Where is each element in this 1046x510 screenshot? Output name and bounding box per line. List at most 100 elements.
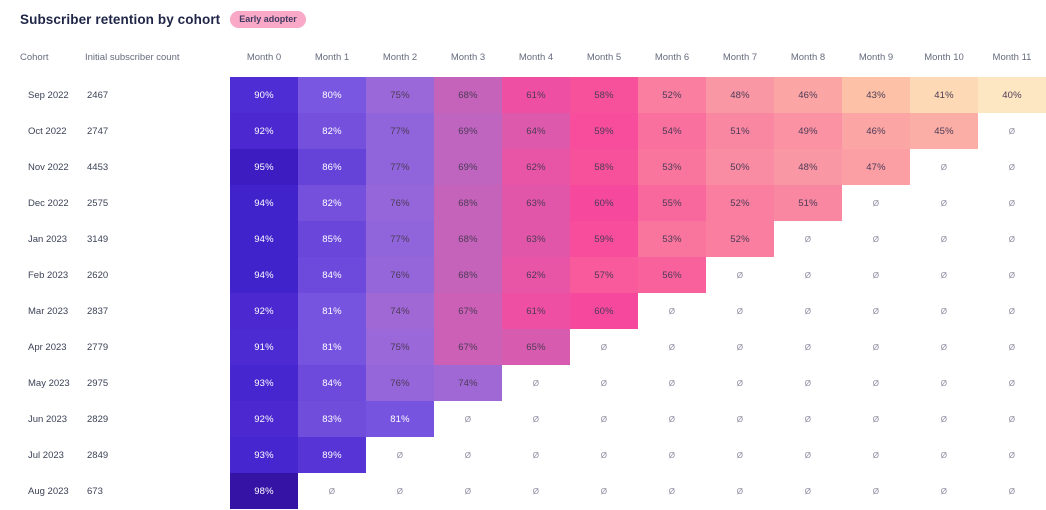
- heatmap-cell: 40%: [978, 77, 1046, 113]
- heatmap-cell: 94%: [230, 185, 298, 221]
- heatmap-cell-empty: Ø: [570, 437, 638, 473]
- row-spacer: [0, 473, 28, 509]
- heatmap-cell: 75%: [366, 77, 434, 113]
- heatmap-cell: 46%: [774, 77, 842, 113]
- heatmap-cell: 89%: [298, 437, 366, 473]
- heatmap-cell: 77%: [366, 149, 434, 185]
- column-header-month-2: Month 2: [382, 51, 418, 63]
- heatmap-cell: 95%: [230, 149, 298, 185]
- heatmap-cell-empty: Ø: [706, 365, 774, 401]
- heatmap-cell-empty: Ø: [434, 473, 502, 509]
- heatmap-cell: 52%: [706, 185, 774, 221]
- heatmap-cell-empty: Ø: [638, 293, 706, 329]
- heatmap-cell: 68%: [434, 221, 502, 257]
- heatmap-cell-empty: Ø: [910, 473, 978, 509]
- heatmap-cell-empty: Ø: [978, 185, 1046, 221]
- row-spacer: [0, 293, 28, 329]
- heatmap-cell-empty: Ø: [978, 365, 1046, 401]
- heatmap-cell: 93%: [230, 437, 298, 473]
- table-row: Mar 2023 2837 92% 81% 74% 67% 61% 60% Ø Ø Ø Ø Ø Ø: [0, 293, 1046, 329]
- column-header-month-5: Month 5: [586, 51, 622, 63]
- column-header-month-6: Month 6: [654, 51, 690, 63]
- heatmap-cell: 60%: [570, 185, 638, 221]
- heatmap-cell-empty: Ø: [842, 329, 910, 365]
- heatmap-cell-empty: Ø: [638, 437, 706, 473]
- heatmap-cell: 74%: [366, 293, 434, 329]
- table-header-row: Cohort Initial subscriber count Month 0 M…: [0, 47, 1046, 67]
- row-initial-count: 2620: [87, 269, 109, 281]
- heatmap-cell: 93%: [230, 365, 298, 401]
- row-spacer: [0, 113, 28, 149]
- heatmap-cell: 63%: [502, 221, 570, 257]
- heatmap-cell: 57%: [570, 257, 638, 293]
- heatmap-cell-empty: Ø: [842, 257, 910, 293]
- row-spacer: [0, 185, 28, 221]
- heatmap-cell: 55%: [638, 185, 706, 221]
- heatmap-cell: 83%: [298, 401, 366, 437]
- heatmap-cell: 74%: [434, 365, 502, 401]
- row-label-cohort: Apr 2023: [28, 341, 67, 353]
- row-initial-count: 3149: [87, 233, 109, 245]
- column-header-month-4: Month 4: [518, 51, 554, 63]
- heatmap-cell-empty: Ø: [502, 473, 570, 509]
- row-initial-count: 673: [87, 485, 103, 497]
- heatmap-cell: 67%: [434, 329, 502, 365]
- heatmap-cell-empty: Ø: [366, 437, 434, 473]
- heatmap-cell-empty: Ø: [910, 437, 978, 473]
- heatmap-cell-empty: Ø: [570, 365, 638, 401]
- heatmap-cell-empty: Ø: [978, 113, 1046, 149]
- heatmap-cell: 68%: [434, 77, 502, 113]
- heatmap-cell-empty: Ø: [842, 221, 910, 257]
- heatmap-cell: 65%: [502, 329, 570, 365]
- heatmap-cell-empty: Ø: [842, 365, 910, 401]
- heatmap-cell-empty: Ø: [910, 293, 978, 329]
- heatmap-cell-empty: Ø: [978, 257, 1046, 293]
- heatmap-cell-empty: Ø: [774, 221, 842, 257]
- heatmap-cell-empty: Ø: [910, 365, 978, 401]
- row-label-cohort: Nov 2022: [28, 161, 69, 173]
- heatmap-cell: 77%: [366, 221, 434, 257]
- heatmap-cell-empty: Ø: [706, 473, 774, 509]
- row-label-cohort: Jan 2023: [28, 233, 68, 245]
- row-label-cohort: Mar 2023: [28, 305, 69, 317]
- early-adopter-badge: Early adopter: [230, 11, 306, 28]
- heatmap-cell: 68%: [434, 185, 502, 221]
- row-spacer: [0, 257, 28, 293]
- heatmap-cell-empty: Ø: [978, 149, 1046, 185]
- heatmap-cell: 75%: [366, 329, 434, 365]
- row-initial-count: 2779: [87, 341, 109, 353]
- heatmap-cell: 64%: [502, 113, 570, 149]
- heatmap-cell: 94%: [230, 221, 298, 257]
- row-initial-count: 2837: [87, 305, 109, 317]
- heatmap-cell-empty: Ø: [434, 401, 502, 437]
- heatmap-cell: 60%: [570, 293, 638, 329]
- row-spacer: [0, 149, 28, 185]
- row-spacer: [0, 437, 28, 473]
- column-header-month-3: Month 3: [450, 51, 486, 63]
- heatmap-cell-empty: Ø: [638, 473, 706, 509]
- table-row: Apr 2023 2779 91% 81% 75% 67% 65% Ø Ø Ø Ø Ø Ø Ø: [0, 329, 1046, 365]
- row-spacer: [0, 401, 28, 437]
- heatmap-cell-empty: Ø: [570, 473, 638, 509]
- heatmap-cell: 81%: [366, 401, 434, 437]
- heatmap-cell-empty: Ø: [978, 437, 1046, 473]
- row-initial-count: 2975: [87, 377, 109, 389]
- row-initial-count: 4453: [87, 161, 109, 173]
- row-initial-count: 2829: [87, 413, 109, 425]
- heatmap-cell: 69%: [434, 149, 502, 185]
- heatmap-cell-empty: Ø: [910, 185, 978, 221]
- heatmap-cell-empty: Ø: [706, 437, 774, 473]
- table-row: Nov 2022 4453 95% 86% 77% 69% 62% 58% 53% 50% 48% 4…: [0, 149, 1046, 185]
- heatmap-cell-empty: Ø: [706, 257, 774, 293]
- row-label-cohort: Feb 2023: [28, 269, 69, 281]
- heatmap-cell-empty: Ø: [502, 401, 570, 437]
- row-spacer: [0, 221, 28, 257]
- heatmap-cell-empty: Ø: [706, 293, 774, 329]
- heatmap-cell: 58%: [570, 149, 638, 185]
- column-header-cohort: Cohort: [20, 51, 49, 63]
- heatmap-cell: 82%: [298, 185, 366, 221]
- heatmap-cell: 45%: [910, 113, 978, 149]
- table-row: Jul 2023 2849 93% 89% Ø Ø Ø Ø Ø Ø Ø Ø Ø Ø: [0, 437, 1046, 473]
- table-body: Sep 2022 2467 90% 80% 75% 68% 61% 58% 52% 48% 46% 4…: [0, 77, 1046, 509]
